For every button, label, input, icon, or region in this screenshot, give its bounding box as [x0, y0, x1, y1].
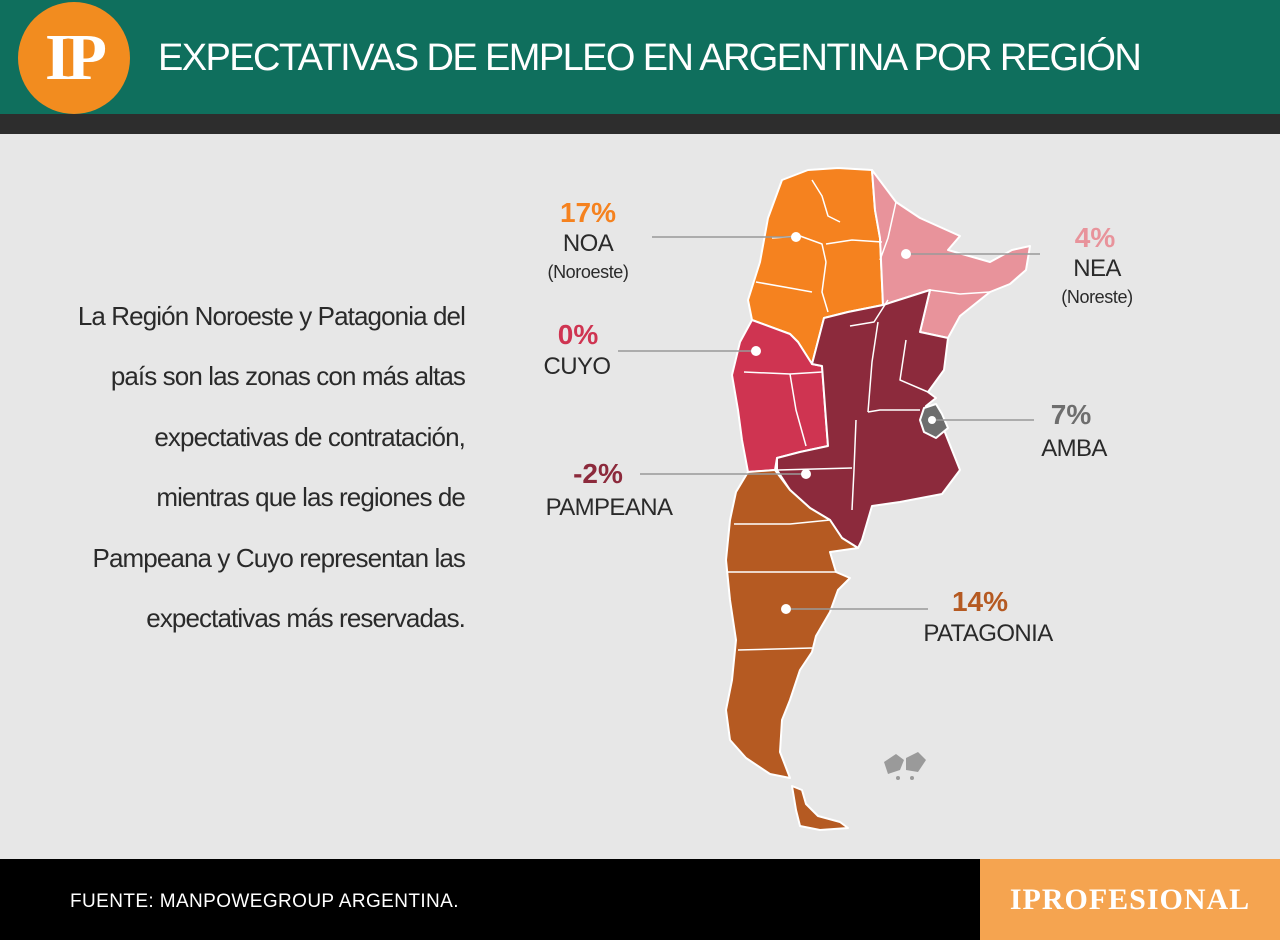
noa-pct-label: 17%: [559, 197, 617, 228]
brand-box: IPROFESIONAL: [980, 859, 1280, 940]
patagonia-pct-label: 14%: [951, 586, 1009, 617]
nea-dot: [901, 249, 911, 259]
map-region-patagonia: [725, 469, 859, 779]
pampeana-pct-label: -2%: [573, 458, 623, 489]
pampeana-name-label: PAMPEANA: [545, 494, 673, 521]
ip-logo-text: IP: [45, 21, 107, 94]
map-region-pampeana: [776, 289, 961, 549]
brand-logo-text: IPROFESIONAL: [1009, 882, 1251, 916]
footer: FUENTE: MANPOWEGROUP ARGENTINA. IPROFESI…: [0, 859, 1280, 940]
description-text: La Región Noroeste y Patagonia del país …: [77, 301, 466, 634]
noa-sub-label: (Noroeste): [547, 262, 629, 282]
amba-name-label: AMBA: [1041, 435, 1107, 462]
header-band: [0, 0, 1280, 114]
page-title: EXPECTATIVAS DE EMPLEO EN ARGENTINA POR …: [158, 37, 1142, 79]
cuyo-pct-label: 0%: [557, 319, 599, 350]
patagonia-dot: [781, 604, 791, 614]
nea-sub-label: (Noreste): [1061, 287, 1133, 307]
patagonia-name-label: PATAGONIA: [923, 620, 1053, 647]
header: IP EXPECTATIVAS DE EMPLEO EN ARGENTINA P…: [0, 0, 1280, 134]
noa-name-label: NOA: [562, 230, 614, 257]
pampeana-dot: [801, 469, 811, 479]
amba-pct-label: 7%: [1050, 399, 1092, 430]
source-text: FUENTE: MANPOWEGROUP ARGENTINA.: [70, 891, 459, 912]
amba-dot: [928, 416, 936, 424]
cuyo-dot: [751, 346, 761, 356]
map-region-tierra-del-fuego: [791, 785, 849, 831]
argentina-map: [618, 167, 1040, 831]
cuyo-name-label: CUYO: [543, 353, 612, 380]
noa-dot: [791, 232, 801, 242]
nea-pct-label: 4%: [1074, 222, 1116, 253]
ip-logo: IP: [18, 2, 130, 114]
malvinas-islands: [884, 752, 926, 780]
nea-name-label: NEA: [1073, 255, 1121, 282]
